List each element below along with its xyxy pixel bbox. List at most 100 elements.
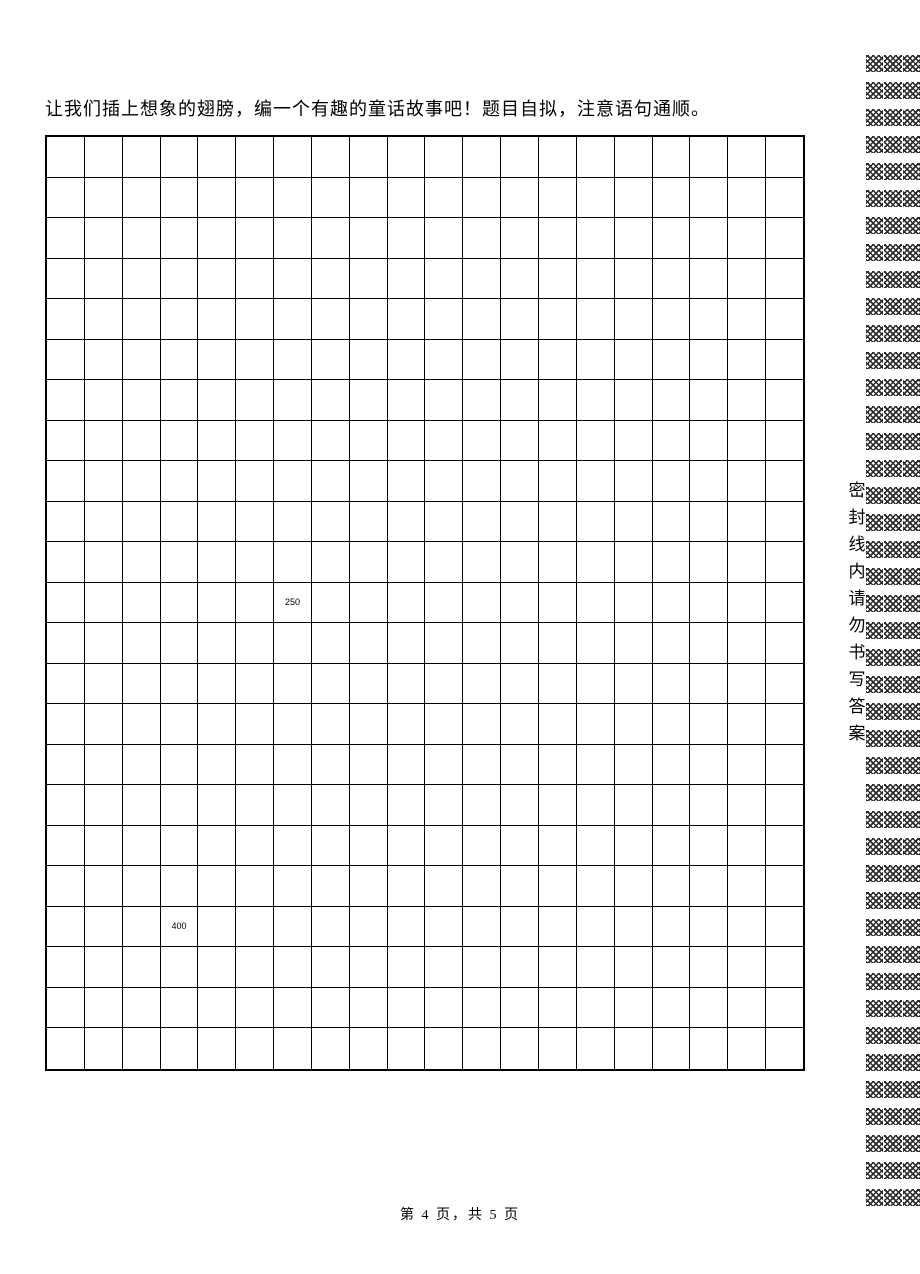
grid-cell <box>388 380 426 420</box>
hatch-square <box>903 568 920 585</box>
hatch-square <box>884 568 902 585</box>
grid-cell <box>577 745 615 785</box>
grid-cell <box>728 907 766 947</box>
hatch-row <box>866 541 920 558</box>
hatch-square <box>884 379 902 396</box>
grid-cell <box>161 299 199 339</box>
grid-row <box>47 502 803 543</box>
grid-cell <box>463 947 501 987</box>
grid-cell <box>161 542 199 582</box>
grid-cell <box>312 502 350 542</box>
grid-cell <box>615 785 653 825</box>
grid-cell <box>615 704 653 744</box>
hatch-row <box>866 271 920 288</box>
grid-cell <box>47 664 85 704</box>
grid-cell <box>47 421 85 461</box>
grid-cell <box>615 340 653 380</box>
grid-cell <box>653 299 691 339</box>
hatch-square <box>884 757 902 774</box>
grid-cell <box>577 421 615 461</box>
grid-cell <box>388 259 426 299</box>
grid-cell <box>766 1028 803 1069</box>
hatch-square <box>866 406 884 423</box>
hatch-square <box>866 514 884 531</box>
grid-cell <box>425 785 463 825</box>
grid-cell <box>539 623 577 663</box>
grid-row <box>47 947 803 988</box>
hatch-square <box>884 163 902 180</box>
grid-cell <box>690 1028 728 1069</box>
grid-cell <box>728 623 766 663</box>
grid-cell <box>161 380 199 420</box>
grid-cell <box>161 785 199 825</box>
grid-cell <box>236 178 274 218</box>
footer-current: 4 <box>422 1208 431 1223</box>
hatch-square <box>903 1135 920 1152</box>
grid-cell <box>577 664 615 704</box>
grid-cell <box>690 421 728 461</box>
hatch-square <box>903 406 920 423</box>
hatch-square <box>903 865 920 882</box>
hatch-row <box>866 514 920 531</box>
grid-cell <box>463 299 501 339</box>
grid-cell <box>766 259 803 299</box>
grid-row <box>47 623 803 664</box>
grid-cell <box>653 907 691 947</box>
grid-cell <box>501 745 539 785</box>
grid-cell <box>350 1028 388 1069</box>
grid-cell <box>425 704 463 744</box>
grid-cell <box>463 826 501 866</box>
grid-cell <box>501 421 539 461</box>
grid-cell <box>198 542 236 582</box>
grid-cell <box>577 947 615 987</box>
hatch-square <box>884 865 902 882</box>
grid-cell <box>47 826 85 866</box>
grid-cell <box>388 907 426 947</box>
grid-cell <box>615 745 653 785</box>
grid-cell <box>312 218 350 258</box>
grid-cell <box>539 988 577 1028</box>
grid-cell <box>312 826 350 866</box>
grid-cell <box>123 664 161 704</box>
grid-cell <box>653 866 691 906</box>
grid-cell <box>690 785 728 825</box>
grid-cell <box>47 218 85 258</box>
grid-cell <box>350 826 388 866</box>
grid-cell <box>463 623 501 663</box>
grid-cell <box>236 1028 274 1069</box>
grid-cell <box>198 704 236 744</box>
page-footer: 第 4 页，共 5 页 <box>0 1204 920 1224</box>
grid-cell <box>161 137 199 177</box>
grid-cell <box>728 704 766 744</box>
grid-cell <box>274 502 312 542</box>
grid-cell <box>425 866 463 906</box>
hatch-square <box>866 622 884 639</box>
grid-cell <box>388 664 426 704</box>
grid-cell <box>615 502 653 542</box>
grid-cell <box>690 218 728 258</box>
grid-cell <box>236 218 274 258</box>
grid-cell <box>198 137 236 177</box>
grid-cell <box>653 461 691 501</box>
grid-cell <box>653 178 691 218</box>
grid-cell <box>425 340 463 380</box>
grid-cell <box>350 947 388 987</box>
hatch-square <box>884 406 902 423</box>
hatch-square <box>866 919 884 936</box>
hatch-square <box>884 460 902 477</box>
grid-cell <box>274 380 312 420</box>
grid-cell <box>425 502 463 542</box>
hatch-square <box>866 757 884 774</box>
grid-cell <box>47 461 85 501</box>
hatch-square <box>866 541 884 558</box>
hatch-row <box>866 433 920 450</box>
hatch-square <box>903 649 920 666</box>
hatch-square <box>884 109 902 126</box>
grid-cell <box>350 907 388 947</box>
seal-line-label: 密封线内请勿书写答案 <box>848 477 866 747</box>
grid-cell <box>350 137 388 177</box>
grid-cell <box>312 988 350 1028</box>
grid-cell <box>312 623 350 663</box>
grid-cell <box>85 218 123 258</box>
grid-cell <box>653 259 691 299</box>
